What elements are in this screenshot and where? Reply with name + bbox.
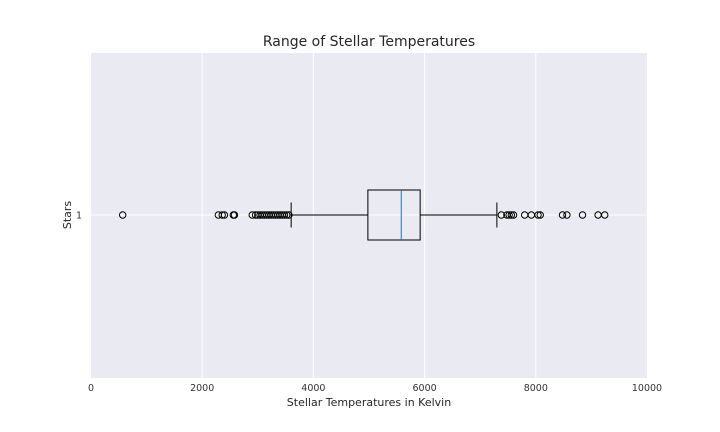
outlier-point [218,211,226,219]
x-tick-label: 0 [88,383,94,394]
x-tick-label: 2000 [190,383,214,394]
outlier-point [563,211,571,219]
outlier-point [280,211,289,219]
outlier-point [497,211,506,219]
outlier-point [534,211,542,219]
outlier-point [220,211,229,219]
x-tick-label: 10000 [632,383,662,394]
outlier-point [283,211,291,219]
x-axis-ticks: 0 2000 4000 6000 8000 10000 [88,383,662,394]
y-axis-label: Stars [61,201,74,230]
outlier-point [118,211,127,219]
outlier-point [536,211,544,219]
outlier-point [248,211,256,219]
outlier-points [118,211,609,219]
y-tick-label: 1 [76,211,82,222]
iqr-box [367,189,421,241]
box-group [290,189,498,241]
outlier-point [285,211,293,219]
outlier-point [505,211,513,219]
outlier-point [578,211,587,219]
x-tick-label: 4000 [301,383,325,394]
chart-title: Range of Stellar Temperatures [263,34,475,50]
outlier-point [601,211,609,219]
outlier-point [558,211,567,219]
x-tick-label: 6000 [413,383,437,394]
y-axis-ticks: 1 [76,211,82,222]
x-tick-label: 8000 [524,383,548,394]
outlier-point [230,211,239,219]
outlier-point [507,211,516,219]
x-axis-label: Stellar Temperatures in Kelvin [287,396,451,409]
outlier-point [509,211,518,219]
